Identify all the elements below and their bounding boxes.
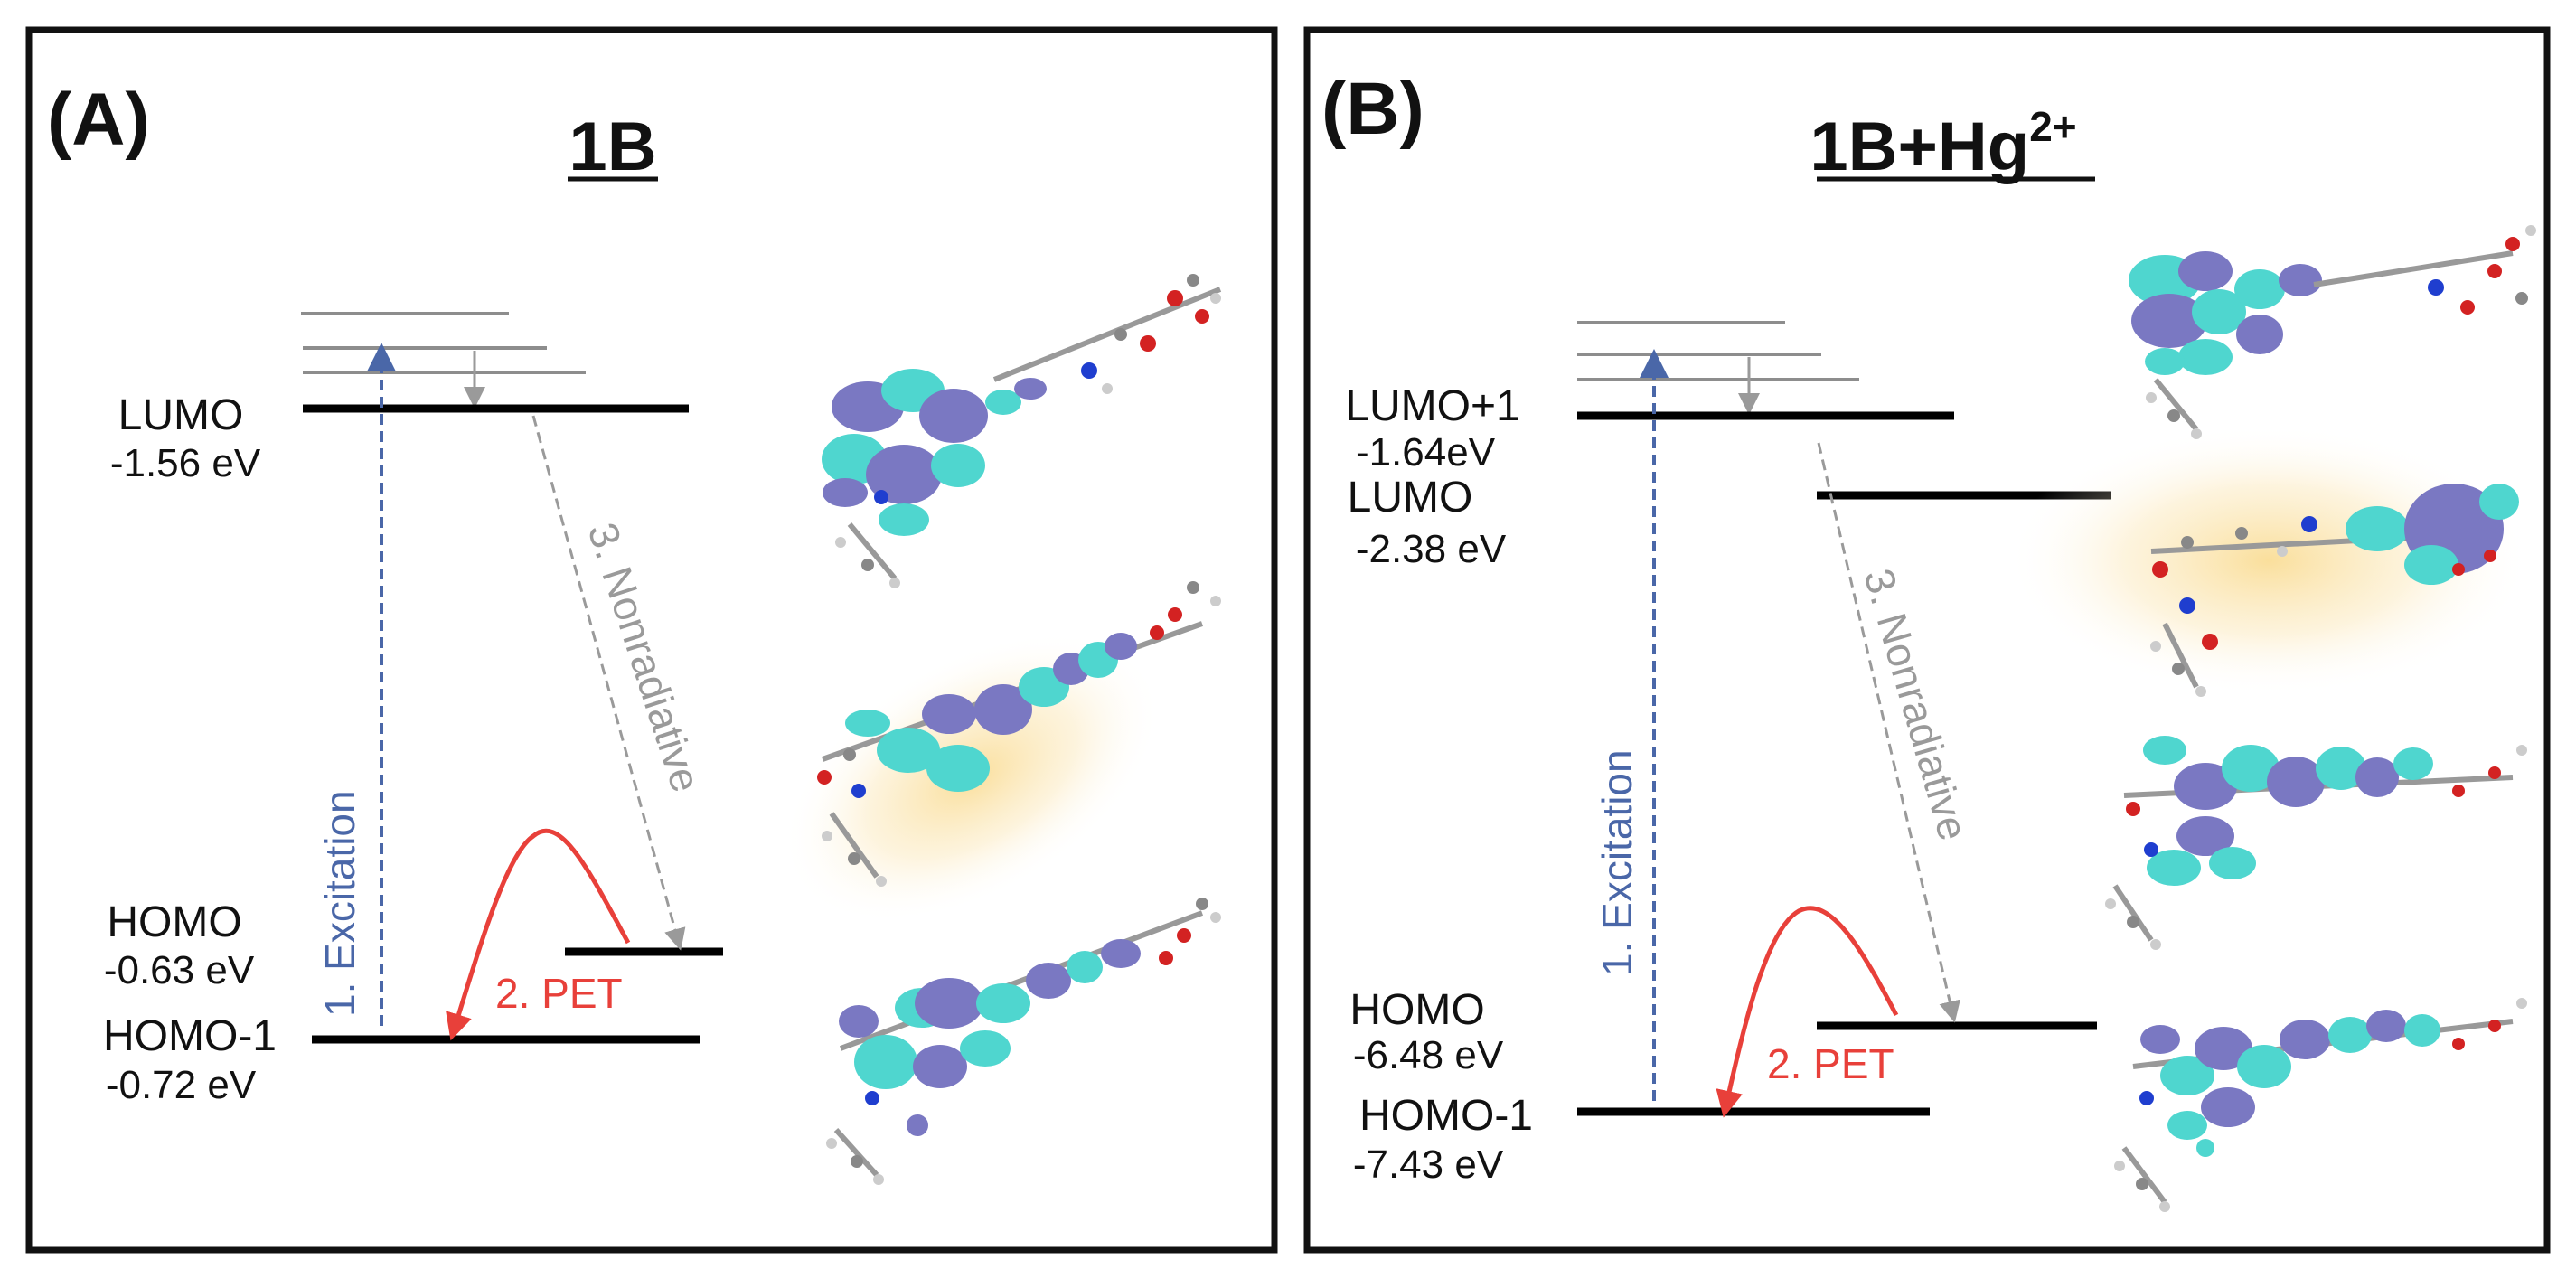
label-lumo-energy: -2.38 eV: [1356, 527, 1507, 571]
orbital-homo-image: [817, 581, 1221, 887]
panel-a-title: 1B: [569, 108, 656, 185]
panel-b: (B) 1B+Hg2+ LUMO+1 -1.64eV LUMO -2.38 eV…: [1303, 26, 2551, 1254]
pet-arrow: [1716, 906, 1899, 1118]
panel-a: (A) 1B LUMO -1.56 eV HOMO -0.63 eV HOMO-…: [25, 26, 1278, 1254]
label-homo-energy: -6.48 eV: [1353, 1033, 1504, 1077]
excitation-label: 1. Excitation: [316, 790, 363, 1017]
orbital-lumo+1-image: [2129, 225, 2536, 439]
label-lumo+1-name: LUMO+1: [1345, 382, 1519, 430]
nonradiative-arrow: [1817, 442, 1960, 1023]
label-homo-name: HOMO: [1349, 986, 1484, 1034]
excited-state-glow: [2007, 425, 2531, 696]
label-homo-name: HOMO: [107, 898, 241, 946]
label-homo-1-name: HOMO-1: [103, 1012, 277, 1060]
panel-a-frame: [25, 26, 1278, 1254]
orbital-homo-1-image: [2114, 998, 2527, 1212]
excitation-label: 1. Excitation: [1594, 749, 1641, 976]
label-homo-1-name: HOMO-1: [1359, 1092, 1533, 1140]
nonradiative-label: 3. Nonradiative: [1855, 563, 1977, 845]
label-lumo-energy: -1.56 eV: [110, 441, 261, 485]
nonradiative-arrow: [531, 415, 686, 951]
panel-b-title: 1B+Hg2+: [1810, 103, 2076, 185]
label-homo-1-energy: -7.43 eV: [1353, 1142, 1504, 1187]
label-lumo-name: LUMO: [118, 391, 244, 439]
orbital-homo-image: [2105, 736, 2527, 950]
orbital-lumo-image: [822, 274, 1222, 588]
label-lumo+1-energy: -1.64eV: [1356, 430, 1496, 475]
pet-label: 2. PET: [1767, 1040, 1894, 1087]
label-homo-energy: -0.63 eV: [104, 948, 255, 992]
label-homo-1-energy: -0.72 eV: [106, 1063, 257, 1107]
orbital-lumo-image: [2150, 484, 2519, 697]
label-lumo-name: LUMO: [1348, 474, 1473, 522]
panel-b-letter: (B): [1321, 68, 1424, 150]
pet-label: 2. PET: [495, 970, 623, 1017]
panel-b-frame: [1303, 26, 2551, 1254]
panel-a-letter: (A): [47, 79, 150, 161]
pet-arrow: [446, 828, 631, 1041]
orbital-homo-1-image: [826, 898, 1221, 1185]
